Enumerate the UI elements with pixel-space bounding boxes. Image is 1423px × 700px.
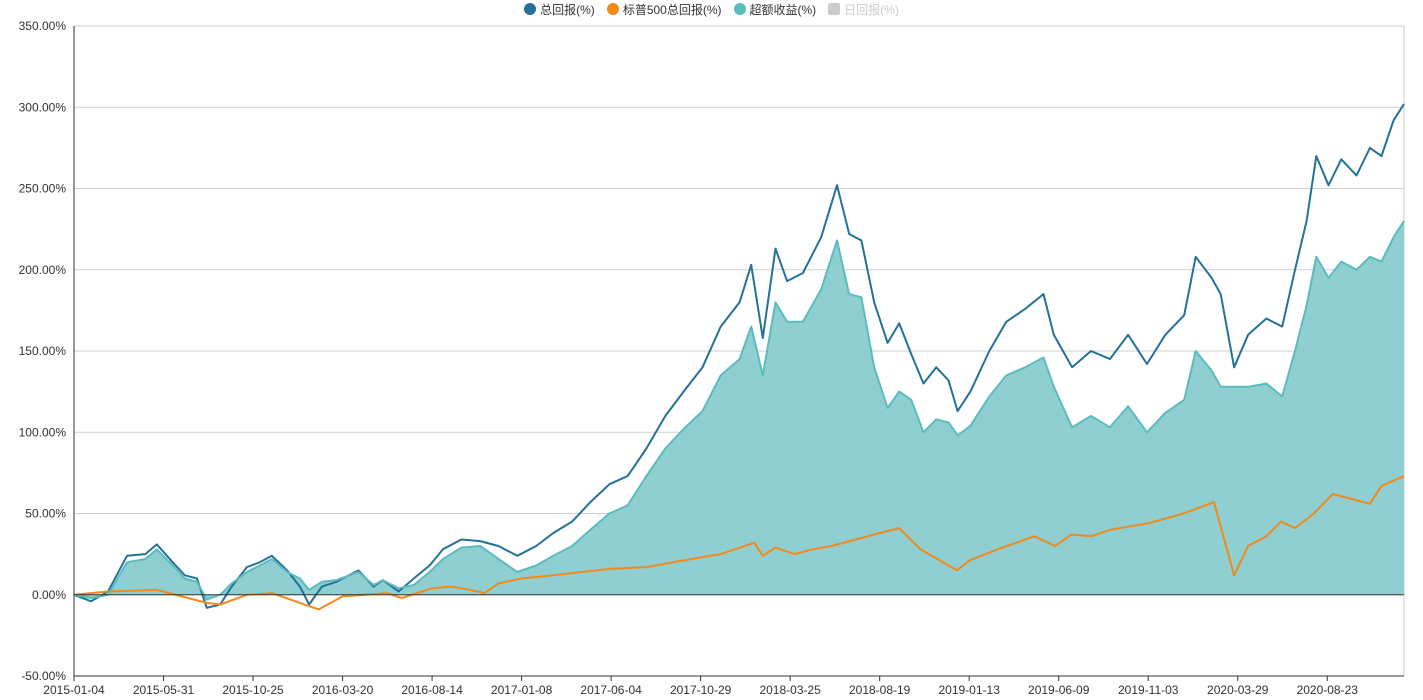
x-tick-label: 2015-10-25: [222, 683, 284, 697]
excess-return-area: [74, 221, 1404, 600]
y-tick-label: 200.00%: [19, 263, 67, 277]
legend-item-total-return[interactable]: 总回报(%): [524, 1, 595, 18]
y-tick-label: 250.00%: [19, 182, 67, 196]
x-tick-label: 2016-08-14: [401, 683, 463, 697]
x-tick-label: 2020-08-23: [1297, 683, 1359, 697]
x-tick-label: 2018-03-25: [759, 683, 821, 697]
y-tick-label: 100.00%: [19, 425, 67, 439]
axis-layer: -50.00% 0.00% 50.00% 100.00% 150.00% 200.00% 2…: [19, 19, 1404, 697]
y-tick-label: 350.00%: [19, 19, 67, 33]
legend-marker-icon: [828, 3, 841, 15]
legend-item-excess-return[interactable]: 超额收益(%): [733, 1, 817, 18]
x-tick-label: 2019-06-09: [1028, 683, 1090, 697]
y-tick-label: 300.00%: [19, 100, 67, 114]
legend-label: 标普500总回报(%): [622, 2, 722, 17]
series-layer: [73, 103, 1405, 611]
x-tick-label: 2019-11-03: [1118, 683, 1179, 697]
excess-return-line: [73, 220, 1405, 601]
legend-marker-icon: [606, 3, 619, 15]
y-tick-label: 50.00%: [25, 507, 66, 521]
x-tick-label: 2016-03-20: [312, 683, 374, 697]
y-tick-label: 150.00%: [19, 344, 67, 358]
total-return-line: [73, 103, 1405, 609]
legend-label: 总回报(%): [540, 2, 595, 17]
x-tick-label: 2015-01-04: [43, 683, 105, 697]
legend-item-sp500-return[interactable]: 标普500总回报(%): [606, 1, 722, 18]
sp500-return-line: [73, 475, 1405, 611]
legend-label: 日回报(%): [844, 2, 899, 17]
x-tick-label: 2018-08-19: [849, 683, 911, 697]
x-tick-label: 2015-05-31: [133, 683, 195, 697]
x-tick-label: 2017-10-29: [670, 683, 732, 697]
legend-label: 超额收益(%): [749, 2, 817, 17]
legend-item-daily-return[interactable]: 日回报(%): [828, 1, 899, 18]
x-tick-label: 2017-01-08: [491, 683, 553, 697]
x-tick-label: 2020-03-29: [1207, 683, 1269, 697]
legend-marker-icon: [733, 3, 746, 15]
legend-marker-icon: [524, 3, 537, 15]
x-tick-label: 2019-01-13: [938, 683, 1000, 697]
y-tick-label: -50.00%: [21, 669, 66, 683]
y-tick-label: 0.00%: [32, 588, 66, 602]
x-tick-label: 2017-06-04: [580, 683, 642, 697]
chart-legend: 总回报(%) 标普500总回报(%) 超额收益(%) 日回报(%): [0, 0, 1423, 18]
